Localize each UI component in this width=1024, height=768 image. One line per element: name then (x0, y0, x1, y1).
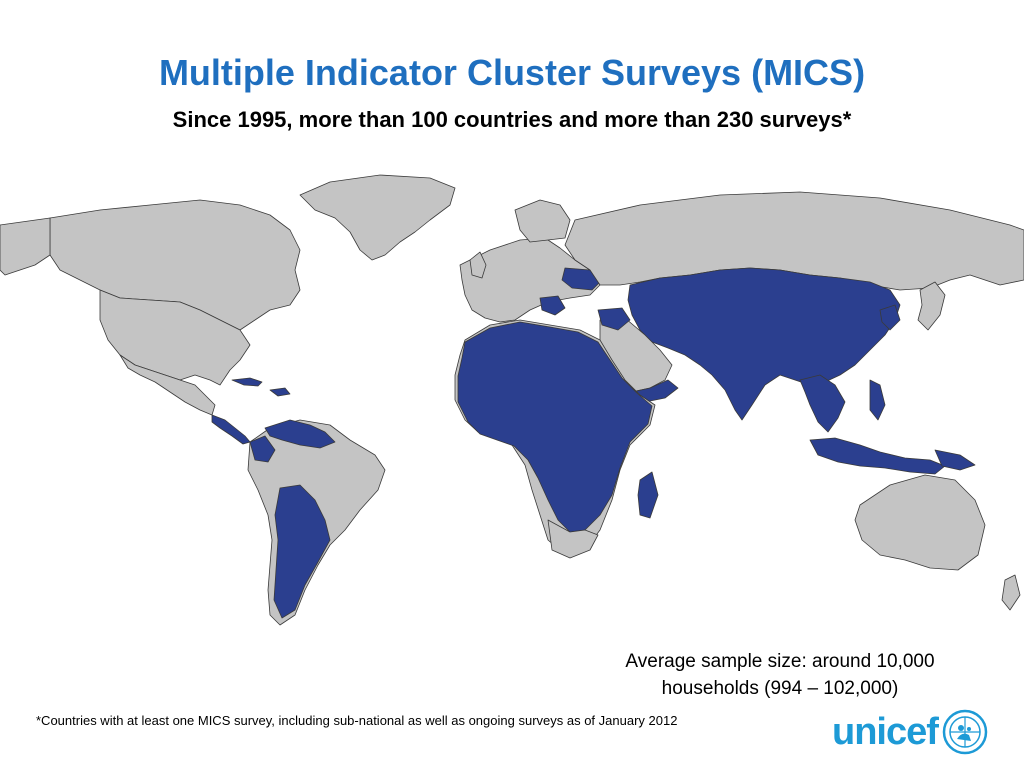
map-madagascar (637, 471, 659, 519)
map-philippines (869, 379, 886, 421)
world-map (0, 174, 1024, 626)
page-title: Multiple Indicator Cluster Surveys (MICS… (158, 52, 866, 93)
sample-size-line1: Average sample size: around 10,000 (625, 651, 935, 672)
map-south-africa (547, 519, 599, 559)
unicef-wordmark: unicef (832, 711, 939, 753)
sample-size-line2: households (994 – 102,000) (661, 678, 899, 699)
map-uk (469, 251, 487, 279)
map-asia-mics (627, 267, 901, 421)
map-new-zealand (1001, 574, 1021, 611)
unicef-emblem-icon (942, 709, 988, 755)
map-indonesia (809, 437, 946, 475)
map-iraq (597, 307, 631, 331)
map-mexico (119, 354, 216, 416)
footnote: *Countries with at least one MICS survey… (36, 713, 678, 728)
unicef-logo: unicef (832, 706, 988, 758)
map-southern-cone (273, 484, 331, 619)
map-venezuela-guyanas (264, 419, 336, 449)
map-greenland (299, 174, 456, 261)
map-korea (879, 304, 901, 331)
map-balkans (539, 295, 566, 316)
map-africa-mics (457, 321, 653, 533)
map-caribbean (231, 377, 263, 387)
map-alaska (0, 217, 51, 276)
map-central-america (211, 414, 251, 445)
map-australia (854, 474, 986, 571)
map-colombia (249, 435, 276, 463)
map-scandinavia (514, 199, 571, 243)
map-north-america-north (49, 199, 301, 331)
sample-size-note: Average sample size: around 10,000 house… (580, 648, 980, 702)
map-southeast-asia (799, 374, 846, 433)
map-japan (917, 281, 946, 331)
page-subtitle: Since 1995, more than 100 countries and … (172, 107, 852, 132)
map-png (934, 449, 976, 471)
map-caribbean-2 (269, 387, 291, 397)
